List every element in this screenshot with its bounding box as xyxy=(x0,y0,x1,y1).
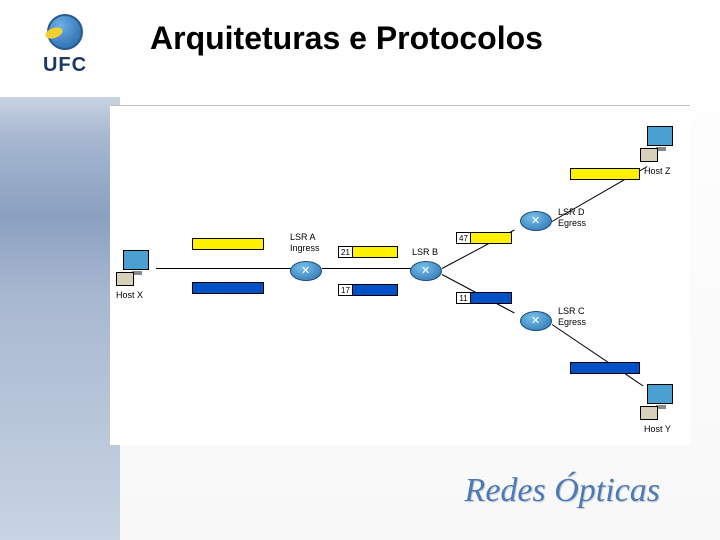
router-icon xyxy=(410,261,442,281)
host-z xyxy=(640,126,680,162)
host-x xyxy=(116,250,156,286)
monitor-icon xyxy=(647,126,673,146)
packet-body xyxy=(353,285,397,295)
cpu-icon xyxy=(640,148,658,162)
link xyxy=(322,268,412,269)
host-y xyxy=(640,384,680,420)
link xyxy=(156,268,292,269)
router-d-label: LSR D Egress xyxy=(558,207,586,229)
packet-label: 11 xyxy=(457,293,471,303)
globe-icon xyxy=(47,14,83,50)
network-diagram: Host X Host Z Host Y LSR A Ingress LSR B… xyxy=(110,105,690,445)
packet-2 xyxy=(192,282,264,294)
packet-body xyxy=(193,239,263,249)
monitor-icon xyxy=(123,250,149,270)
page-title: Arquiteturas e Protocolos xyxy=(150,20,543,57)
packet-body xyxy=(571,363,639,373)
link xyxy=(552,324,644,386)
router-lsr-b xyxy=(410,261,442,281)
router-icon xyxy=(520,211,552,231)
router-lsr-c xyxy=(520,311,552,331)
monitor-icon xyxy=(647,384,673,404)
host-x-label: Host X xyxy=(116,290,143,301)
packet-8 xyxy=(570,362,640,374)
packet-label: 21 xyxy=(339,247,353,257)
footer-title: Redes Ópticas xyxy=(465,472,660,510)
packet-body xyxy=(571,169,639,179)
router-lsr-a xyxy=(290,261,322,281)
packet-body xyxy=(353,247,397,257)
host-y-label: Host Y xyxy=(644,424,671,435)
packet-label: 47 xyxy=(457,233,471,243)
packet-1 xyxy=(192,238,264,250)
router-a-label: LSR A Ingress xyxy=(290,232,320,254)
slide: UFC Arquiteturas e Protocolos Host X Hos… xyxy=(0,0,720,540)
packet-body xyxy=(471,233,511,243)
packet-6: 11 xyxy=(456,292,512,304)
packet-body xyxy=(193,283,263,293)
packet-5: 47 xyxy=(456,232,512,244)
left-decorative-band xyxy=(0,0,120,540)
ufc-logo: UFC xyxy=(20,10,110,80)
packet-body xyxy=(471,293,511,303)
packet-label: 17 xyxy=(339,285,353,295)
router-icon xyxy=(290,261,322,281)
router-icon xyxy=(520,311,552,331)
packet-7 xyxy=(570,168,640,180)
cpu-icon xyxy=(116,272,134,286)
router-lsr-d xyxy=(520,211,552,231)
router-b-label: LSR B xyxy=(412,247,438,258)
host-z-label: Host Z xyxy=(644,166,671,177)
packet-4: 17 xyxy=(338,284,398,296)
logo-text: UFC xyxy=(43,54,87,77)
router-c-label: LSR C Egress xyxy=(558,306,586,328)
packet-3: 21 xyxy=(338,246,398,258)
cpu-icon xyxy=(640,406,658,420)
